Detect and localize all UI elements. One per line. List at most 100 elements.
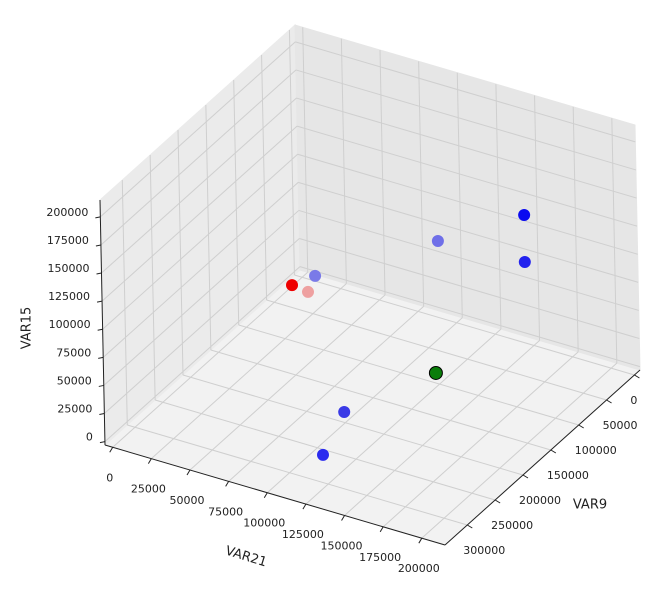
tick-mark: [147, 458, 152, 464]
tick-mark: [186, 469, 191, 476]
tick-mark: [578, 424, 584, 429]
x-tick-label: 175000: [359, 551, 401, 564]
grid-line: [340, 38, 347, 284]
tick-mark: [634, 374, 640, 379]
grid-line: [302, 27, 309, 273]
grid-line: [261, 54, 268, 301]
y-axis-line: [444, 369, 641, 546]
tick-mark: [98, 356, 104, 359]
grid-line: [100, 41, 296, 218]
grid-line: [210, 349, 551, 451]
tick-mark: [95, 216, 101, 219]
z-tick-label: 50000: [57, 374, 92, 387]
tick-mark: [550, 449, 557, 454]
grid-line: [182, 374, 524, 476]
grid-line: [294, 274, 635, 376]
z-tick-label: 100000: [49, 318, 91, 331]
grid-line: [288, 29, 295, 276]
tick-mark: [96, 300, 103, 303]
y-tick-label: 150000: [547, 469, 589, 482]
grid-line: [177, 129, 184, 376]
z-tick-label: 125000: [48, 290, 90, 303]
x-axis-line: [104, 444, 446, 546]
y-tick-label: 300000: [463, 544, 505, 557]
tick-mark: [98, 384, 104, 387]
grid-line: [379, 49, 386, 296]
point: [286, 279, 299, 292]
grid-line: [297, 153, 638, 255]
point: [302, 285, 315, 298]
x-tick-label: 150000: [321, 539, 363, 552]
grid-line: [421, 362, 618, 539]
point: [316, 448, 329, 461]
grid-line: [299, 266, 641, 368]
grid-line: [103, 210, 300, 386]
tick-mark: [97, 328, 103, 331]
grid-line: [298, 181, 639, 283]
tick-mark: [302, 503, 307, 510]
grid-line: [102, 153, 298, 330]
point: [431, 235, 444, 248]
x-axis-title: VAR21: [223, 544, 268, 571]
point: [518, 255, 531, 268]
point: [518, 209, 531, 221]
x-tick-label: 125000: [282, 528, 324, 541]
grid-line: [228, 305, 424, 482]
grid-line: [299, 238, 640, 340]
grid-line: [382, 351, 579, 528]
point: [338, 406, 351, 418]
grid-line: [296, 97, 637, 199]
grid-line: [149, 154, 156, 401]
x-tick-label: 0: [106, 471, 113, 484]
x-tick-label: 75000: [208, 505, 243, 518]
grid-line: [295, 41, 636, 143]
grid-line: [298, 209, 639, 311]
point: [428, 365, 443, 380]
x-tick-label: 25000: [131, 483, 166, 496]
grid-line: [104, 266, 301, 443]
tick-mark: [96, 272, 102, 275]
tick-mark: [494, 499, 501, 504]
grid-line: [112, 271, 309, 448]
y-tick-label: 200000: [519, 494, 561, 507]
grid-line: [100, 69, 297, 246]
grid-line: [418, 61, 425, 307]
grid-line: [238, 324, 579, 426]
grid-line: [295, 69, 637, 171]
tick-mark: [418, 537, 423, 544]
y-tick-label: 50000: [603, 419, 638, 432]
tick-mark: [379, 526, 384, 533]
grid-line: [102, 181, 299, 358]
z-tick-label: 75000: [56, 346, 91, 359]
tick-mark: [263, 492, 268, 498]
tick-mark: [109, 447, 114, 453]
grid-line: [189, 294, 386, 471]
grid-line: [344, 340, 540, 516]
grid-line: [305, 328, 502, 505]
grid-line: [101, 125, 298, 302]
grid-line: [495, 84, 502, 330]
grid-line: [121, 179, 128, 426]
grid-line: [266, 299, 607, 401]
y-tick-label: 0: [630, 394, 637, 407]
x-tick-label: 50000: [170, 494, 205, 507]
x-tick-label: 100000: [243, 517, 285, 530]
z-tick-label: 175000: [47, 234, 89, 247]
point: [309, 269, 322, 282]
tick-mark: [225, 481, 230, 487]
grid-line: [127, 424, 468, 526]
z-tick-label: 150000: [47, 262, 89, 275]
grid-line: [296, 125, 638, 227]
tick-mark: [522, 474, 529, 479]
z-axis-title: VAR15: [20, 307, 35, 350]
grid-line: [611, 118, 618, 364]
tick-mark: [99, 413, 105, 416]
z-tick-label: 200000: [46, 206, 88, 219]
z-axis-line: [99, 199, 106, 446]
grid-line: [233, 79, 240, 326]
z-tick-label: 0: [86, 431, 93, 444]
tick-mark: [99, 441, 106, 444]
y-tick-label: 250000: [491, 519, 533, 532]
tick-mark: [467, 524, 473, 529]
